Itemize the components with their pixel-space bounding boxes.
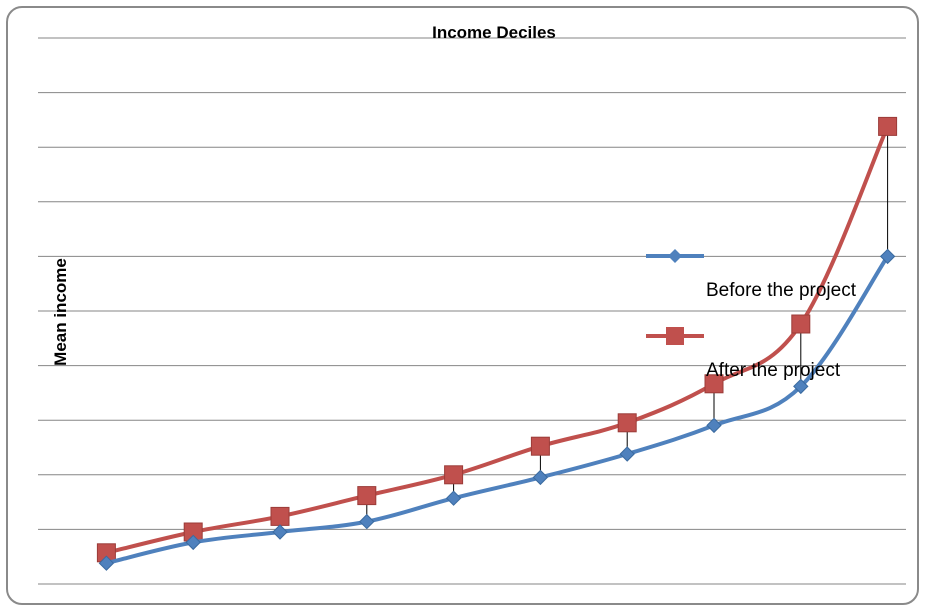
data-point	[791, 314, 811, 334]
data-point	[272, 524, 288, 540]
drop-lines	[105, 126, 889, 564]
y-axis-label: Mean income	[51, 258, 70, 366]
series-line	[105, 255, 890, 566]
data-point	[706, 417, 722, 434]
series-before	[98, 248, 896, 571]
data-point	[793, 378, 809, 395]
gridlines	[38, 37, 906, 585]
series-layer	[96, 116, 898, 571]
data-point	[619, 446, 635, 462]
data-point	[98, 555, 115, 571]
legend-item: After the project	[646, 327, 841, 381]
legend-label: Before the project	[706, 280, 857, 301]
data-point	[185, 534, 201, 551]
series-after	[96, 116, 898, 563]
data-point	[532, 469, 549, 486]
legend-item: Before the project	[646, 249, 857, 301]
data-point	[878, 116, 898, 136]
legend-label: After the project	[706, 360, 841, 381]
chart-frame	[6, 6, 919, 605]
data-point	[530, 436, 550, 456]
legend-marker	[666, 327, 684, 345]
data-point	[444, 465, 464, 485]
data-point	[704, 374, 724, 394]
data-point	[879, 248, 896, 265]
data-point	[357, 486, 377, 506]
data-point	[359, 513, 375, 530]
chart-title: Income Deciles	[432, 23, 556, 42]
data-point	[617, 413, 637, 433]
data-point	[445, 490, 462, 506]
legend: Before the project After the project	[646, 249, 857, 381]
series-line	[105, 125, 890, 555]
legend-marker	[668, 249, 682, 263]
data-point	[270, 506, 290, 526]
